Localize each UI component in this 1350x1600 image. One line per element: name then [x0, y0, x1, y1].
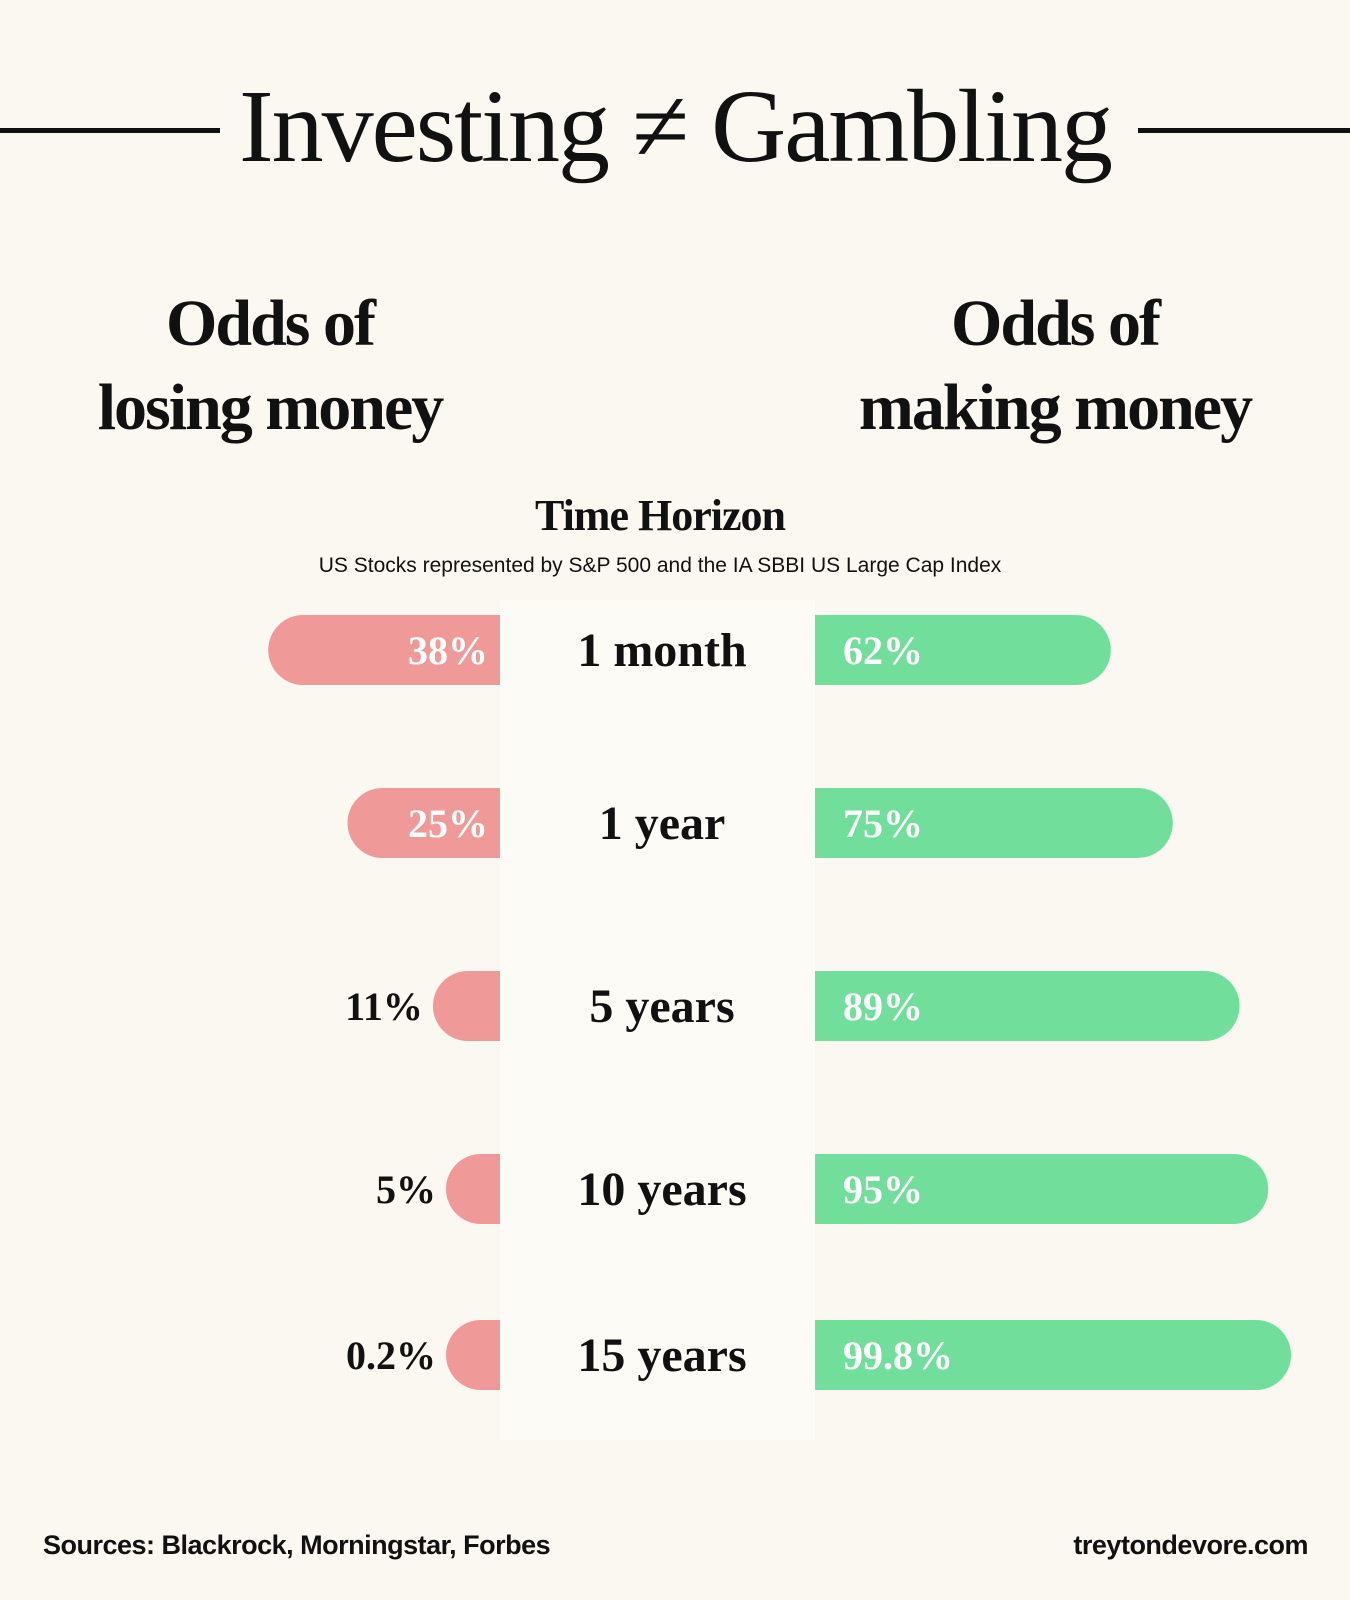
losing-heading: Odds of losing money: [10, 282, 530, 450]
losing-value-label: 25%: [408, 801, 488, 846]
losing-bar: [347, 788, 500, 858]
making-heading-line-2: making money: [858, 371, 1253, 444]
making-value-label: 75%: [843, 801, 923, 846]
making-bar: [815, 615, 1111, 685]
losing-heading-line-2: losing money: [97, 371, 445, 444]
making-bar: [815, 1154, 1269, 1224]
time-horizon-label: 1 year: [599, 797, 726, 850]
losing-bar: [432, 971, 500, 1041]
sources-text: Sources: Blackrock, Morningstar, Forbes: [43, 1530, 551, 1560]
time-horizon-label: 10 years: [577, 1163, 746, 1216]
losing-bar: [446, 1154, 500, 1224]
title-rule-left: [0, 128, 220, 133]
making-value-label: 89%: [843, 984, 923, 1029]
losing-heading-line-1: Odds of: [166, 287, 376, 360]
page-title: Investing ≠ Gambling: [238, 69, 1113, 184]
chart-subtitle: US Stocks represented by S&P 500 and the…: [318, 554, 1002, 577]
center-band: [500, 600, 815, 1440]
making-value-label: 95%: [843, 1167, 923, 1212]
making-heading-line-1: Odds of: [951, 287, 1161, 360]
chart-title: Time Horizon: [535, 491, 786, 540]
making-value-label: 99.8%: [843, 1333, 953, 1378]
losing-bar: [446, 1320, 500, 1390]
making-value-label: 62%: [843, 628, 923, 673]
title-rule-right: [1138, 128, 1350, 133]
losing-value-label: 38%: [408, 628, 488, 673]
losing-bar: [268, 615, 500, 685]
losing-value-label: 5%: [376, 1167, 436, 1212]
making-heading: Odds of making money: [795, 282, 1315, 450]
making-bar: [815, 788, 1173, 858]
time-horizon-label: 5 years: [589, 980, 734, 1033]
losing-value-label: 0.2%: [346, 1333, 436, 1378]
time-horizon-label: 1 month: [577, 624, 746, 677]
losing-value-label: 11%: [345, 984, 423, 1029]
website-text: treytondevore.com: [1073, 1530, 1308, 1560]
time-horizon-label: 15 years: [577, 1329, 746, 1382]
making-bar: [815, 971, 1240, 1041]
making-bar: [815, 1320, 1292, 1390]
